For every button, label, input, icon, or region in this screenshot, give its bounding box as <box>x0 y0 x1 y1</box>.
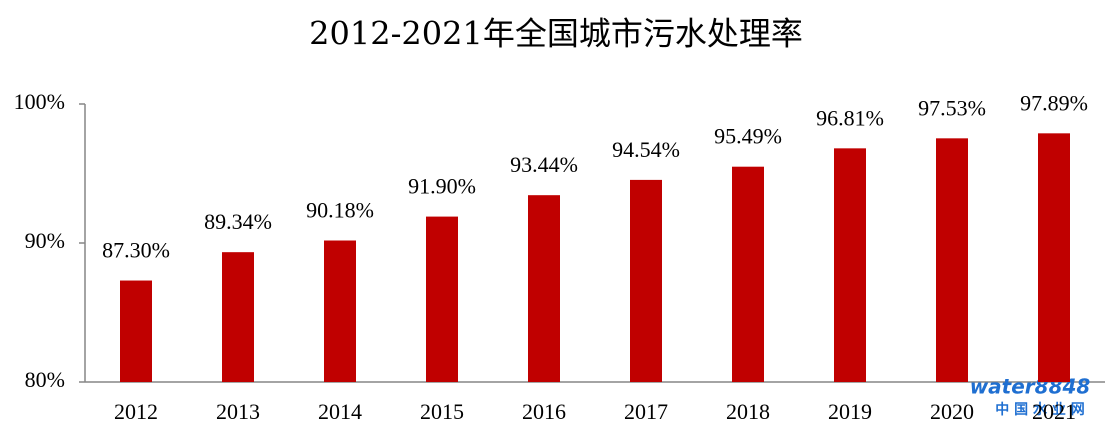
x-tick-label: 2019 <box>828 399 872 424</box>
value-label: 97.53% <box>918 95 986 120</box>
value-label: 96.81% <box>816 105 884 130</box>
x-tick-label: 2017 <box>624 399 668 424</box>
bar <box>1038 133 1070 382</box>
y-tick-label: 100% <box>14 89 65 114</box>
x-tick-label: 2021 <box>1032 399 1076 424</box>
x-tick-label: 2012 <box>114 399 158 424</box>
watermark: water8848 <box>970 375 1091 399</box>
value-label: 94.54% <box>612 137 680 162</box>
value-label: 89.34% <box>204 209 272 234</box>
x-tick-label: 2014 <box>318 399 362 424</box>
x-tick-label: 2018 <box>726 399 770 424</box>
value-label: 90.18% <box>306 198 374 223</box>
bar <box>120 280 152 382</box>
y-tick-label: 90% <box>25 228 65 253</box>
bar <box>528 195 560 382</box>
chart-title: 2012-2021年全国城市污水处理率 <box>309 15 803 53</box>
x-tick-label: 2015 <box>420 399 464 424</box>
x-tick-label: 2020 <box>930 399 974 424</box>
value-label: 91.90% <box>408 174 476 199</box>
value-label: 97.89% <box>1020 90 1088 115</box>
x-tick-label: 2016 <box>522 399 566 424</box>
value-label: 87.30% <box>102 238 170 263</box>
value-label: 93.44% <box>510 152 578 177</box>
bar <box>324 240 356 382</box>
bar <box>936 138 968 382</box>
bar <box>222 252 254 382</box>
watermark-subtitle: 中 国 水 业 网 <box>995 401 1085 418</box>
bar <box>630 179 662 382</box>
x-tick-label: 2013 <box>216 399 260 424</box>
bar <box>834 148 866 382</box>
value-label: 95.49% <box>714 124 782 149</box>
bar <box>426 216 458 382</box>
bar <box>732 166 764 382</box>
y-tick-label: 80% <box>25 367 65 392</box>
